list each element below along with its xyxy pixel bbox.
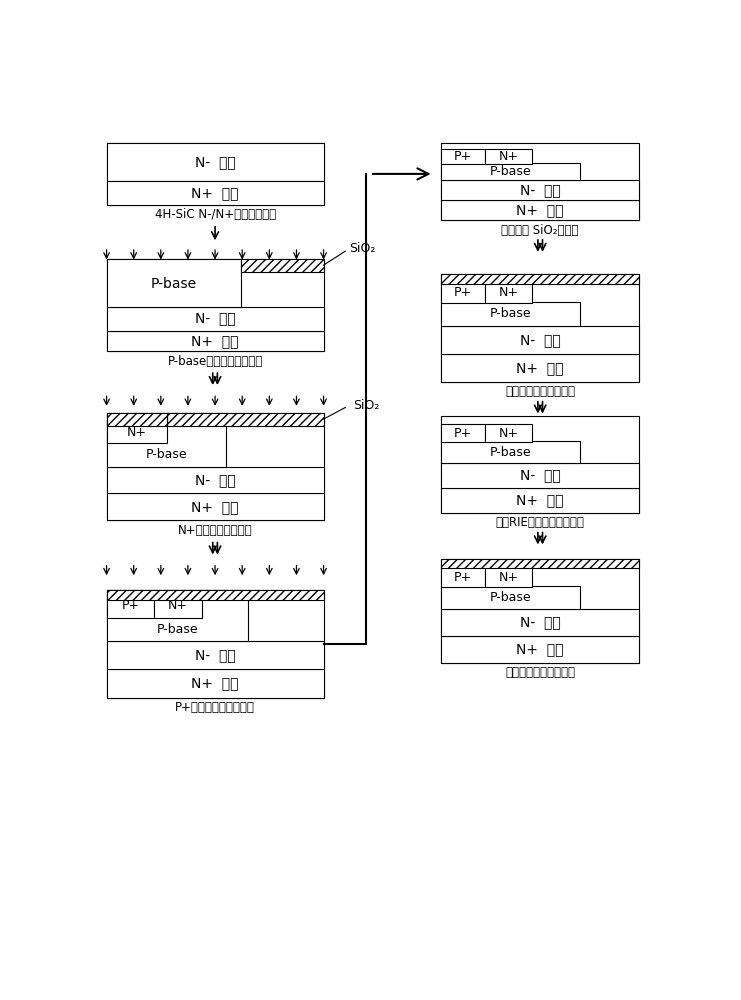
Bar	[442, 163, 579, 180]
Bar	[485, 567, 532, 587]
Text: P+: P+	[454, 150, 472, 163]
Text: P-base: P-base	[156, 623, 198, 636]
Bar	[107, 259, 241, 307]
Text: P+: P+	[122, 599, 139, 612]
Text: N-  外延: N- 外延	[195, 473, 236, 487]
Text: N+  衬底: N+ 衬底	[516, 203, 564, 217]
Bar	[442, 149, 485, 164]
Bar	[442, 326, 639, 354]
Bar	[241, 259, 324, 272]
Bar	[107, 143, 324, 205]
Text: N+: N+	[499, 286, 519, 299]
Bar	[442, 424, 485, 442]
Bar	[442, 143, 639, 220]
Bar	[167, 413, 324, 426]
Bar	[442, 274, 639, 382]
Bar	[107, 413, 167, 426]
Bar	[442, 463, 639, 488]
Text: P-base: P-base	[490, 307, 531, 320]
Text: P+: P+	[454, 286, 472, 299]
Bar	[107, 143, 324, 181]
Text: SiO₂: SiO₂	[349, 242, 376, 255]
Text: P-base: P-base	[490, 591, 531, 604]
Text: N+: N+	[499, 427, 519, 440]
Bar	[107, 590, 324, 698]
Text: N+: N+	[499, 571, 519, 584]
Bar	[107, 590, 324, 600]
Bar	[442, 283, 485, 303]
Text: 4H-SiC N-/N+样品表面清洗: 4H-SiC N-/N+样品表面清洗	[155, 208, 276, 221]
Text: 覆盖高温退火碳保护膜: 覆盖高温退火碳保护膜	[505, 385, 575, 398]
Bar	[442, 274, 639, 284]
Bar	[485, 424, 532, 442]
Bar	[107, 181, 324, 205]
Bar	[107, 413, 324, 520]
Text: P-base: P-base	[150, 277, 197, 291]
Text: SiO₂: SiO₂	[353, 399, 379, 412]
Bar	[442, 302, 579, 326]
Bar	[107, 590, 247, 641]
Bar	[442, 180, 639, 200]
Text: N-  外延: N- 外延	[195, 312, 236, 326]
Text: P-base: P-base	[490, 165, 531, 178]
Bar	[442, 200, 639, 220]
Bar	[442, 559, 639, 663]
Bar	[442, 567, 485, 587]
Text: P-base: P-base	[145, 448, 187, 461]
Bar	[107, 641, 324, 669]
Text: P-base: P-base	[490, 446, 531, 459]
Bar	[107, 307, 324, 331]
Text: N-  外延: N- 外延	[195, 155, 236, 169]
Bar	[107, 413, 226, 466]
Text: P-base区域高温离子注入: P-base区域高温离子注入	[167, 355, 263, 368]
Text: N+源区高温离子注入: N+源区高温离子注入	[178, 524, 253, 537]
Text: N+  衬底: N+ 衬底	[191, 500, 239, 514]
Text: N+  衬底: N+ 衬底	[191, 186, 239, 200]
Text: N-  外延: N- 外延	[520, 468, 560, 482]
Text: N+: N+	[168, 599, 188, 612]
Bar	[442, 441, 579, 463]
Text: N-  外延: N- 外延	[520, 183, 560, 197]
Bar	[442, 559, 639, 568]
Bar	[107, 493, 324, 520]
Text: P+: P+	[454, 427, 472, 440]
Text: N-  外延: N- 外延	[520, 333, 560, 347]
Text: N+: N+	[499, 150, 519, 163]
Bar	[154, 594, 202, 618]
Bar	[442, 416, 639, 513]
Bar	[442, 586, 579, 609]
Text: 利用RIE去除表面碳保护膜: 利用RIE去除表面碳保护膜	[496, 516, 585, 529]
Bar	[107, 421, 167, 443]
Bar	[107, 466, 324, 493]
Text: P+: P+	[454, 571, 472, 584]
Bar	[485, 149, 532, 164]
Bar	[442, 609, 639, 636]
Bar	[107, 259, 324, 351]
Bar	[442, 354, 639, 382]
Bar	[107, 594, 154, 618]
Text: N+  衬底: N+ 衬底	[516, 493, 564, 507]
Text: P+接触区高温离子注入: P+接触区高温离子注入	[175, 701, 255, 714]
Bar	[485, 283, 532, 303]
Text: N+  衬底: N+ 衬底	[516, 361, 564, 375]
Bar	[107, 669, 324, 698]
Text: N-  外延: N- 外延	[195, 648, 236, 662]
Bar	[442, 488, 639, 513]
Text: N+  衬底: N+ 衬底	[191, 676, 239, 690]
Text: N+: N+	[127, 426, 147, 439]
Text: 表面栅牺氧化层的生长: 表面栅牺氧化层的生长	[505, 666, 575, 679]
Text: 清洗表面 SiO₂阻挡层: 清洗表面 SiO₂阻挡层	[502, 224, 579, 237]
Text: N+  衬底: N+ 衬底	[516, 642, 564, 656]
Bar	[107, 331, 324, 351]
Text: N-  外延: N- 外延	[520, 615, 560, 629]
Bar	[442, 636, 639, 663]
Text: N+  衬底: N+ 衬底	[191, 334, 239, 348]
